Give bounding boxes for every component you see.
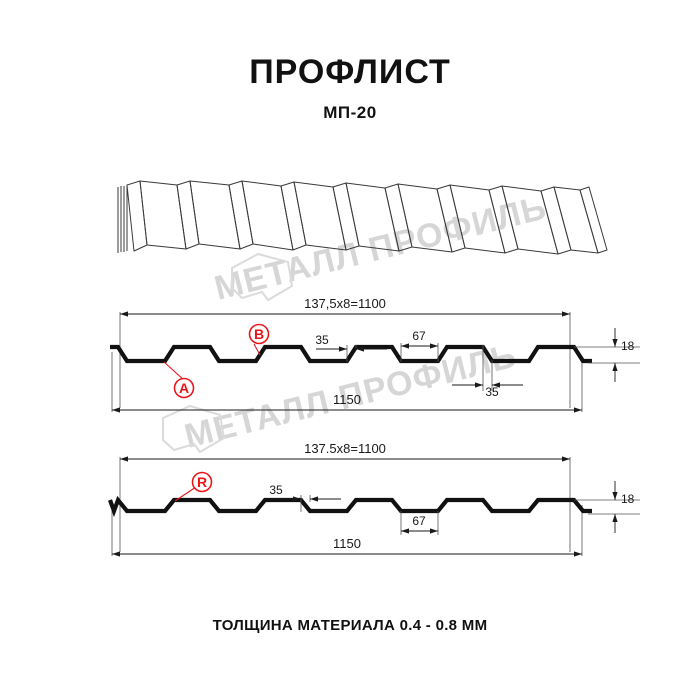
callout-a: A <box>163 361 195 399</box>
dimension-rib-top: 35 <box>269 483 341 512</box>
cross-section-top: 137,5x8=1100 35 67 <box>110 296 640 413</box>
metall-profil-logo <box>231 252 294 302</box>
watermark-top-text: МЕТАЛЛ ПРОФИЛЬ <box>211 188 551 307</box>
dimension-overall-top: 137,5x8=1100 <box>120 296 570 317</box>
profile-outline-bottom <box>108 495 592 518</box>
dimension-valley-top: 67 <box>400 329 439 362</box>
dimension-valley-bottom: 67 <box>400 511 439 535</box>
callout-b: B <box>248 323 270 356</box>
profile-3d-isometric-view <box>117 180 608 255</box>
callout-r-label: R <box>197 474 207 490</box>
dimension-rib-top: 35 <box>315 333 387 362</box>
callout-b-label: B <box>254 326 264 342</box>
dimension-overall-bottom-label: 1150 <box>333 392 361 407</box>
dimension-overall-top: 137.5x8=1100 <box>120 441 570 462</box>
dimension-rib-bottom: 35 <box>452 345 523 399</box>
profile-outline-top <box>110 344 592 364</box>
dimension-height-top: 18 <box>574 328 640 382</box>
callout-r: R <box>174 471 213 502</box>
dimension-rib-top-label: 35 <box>315 333 329 347</box>
cross-section-bottom: 137.5x8=1100 35 67 <box>108 441 640 557</box>
dimension-overall-top-label: 137,5x8=1100 <box>304 296 386 311</box>
dimension-height-top-label: 18 <box>621 339 635 353</box>
dimension-height-bottom-label: 18 <box>621 492 635 506</box>
dimension-height-bottom: 18 <box>574 481 640 533</box>
metall-profil-logo <box>162 404 226 454</box>
dimension-rib-top-label: 35 <box>269 483 283 497</box>
dimension-valley-top-label: 67 <box>412 329 426 343</box>
dimension-rib-bottom-label: 35 <box>485 385 499 399</box>
dimension-overall-top-label: 137.5x8=1100 <box>304 441 386 456</box>
dimension-overall-bottom: 1150 <box>112 536 582 557</box>
watermark-top: МЕТАЛЛ ПРОФИЛЬ <box>211 188 551 307</box>
dimension-overall-bottom: 1150 <box>112 392 582 413</box>
callout-a-label: A <box>179 380 189 396</box>
dimension-overall-bottom-label: 1150 <box>333 536 361 551</box>
dimension-valley-bottom-label: 67 <box>412 514 426 528</box>
